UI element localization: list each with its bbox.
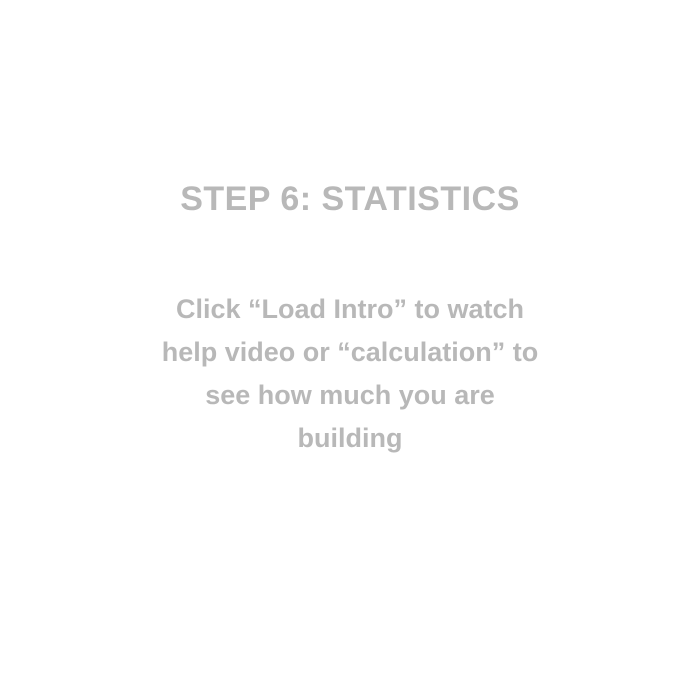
instruction-text: Click “Load Intro” to watch help video o… bbox=[161, 294, 539, 453]
slide-title: STEP 6: STATISTICS bbox=[180, 180, 520, 218]
